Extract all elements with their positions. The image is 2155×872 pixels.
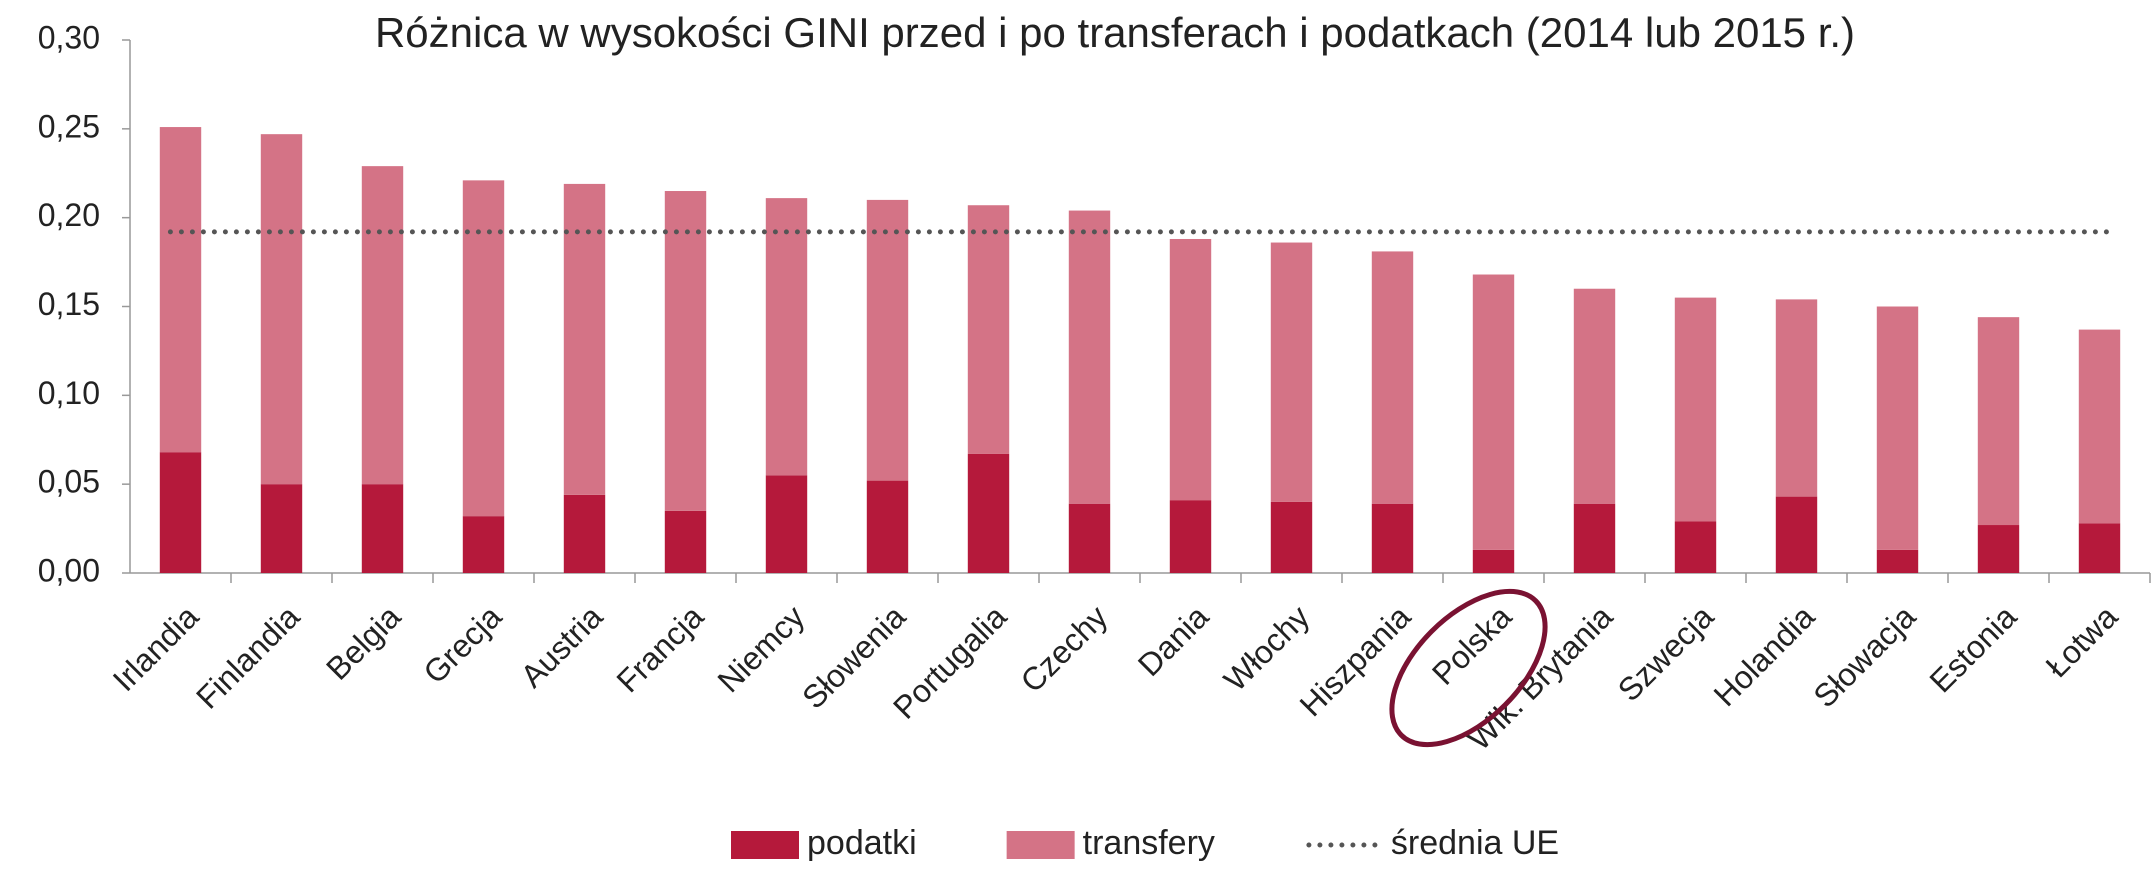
bar-segment	[664, 510, 707, 573]
y-tick-label: 0,10	[38, 375, 100, 411]
bar-segment	[462, 180, 505, 517]
bar-segment	[260, 134, 303, 485]
bar-segment	[1573, 503, 1616, 573]
x-tick-label: Niemcy	[711, 598, 812, 699]
bar-segment	[1371, 503, 1414, 573]
x-tick-label: Szwecja	[1611, 598, 1721, 708]
x-tick-label: Łotwa	[2039, 598, 2125, 684]
bar-segment	[1169, 500, 1212, 573]
bar-segment	[1472, 549, 1515, 573]
x-tick-label: Polska	[1425, 598, 1519, 692]
bar-segment	[1775, 496, 1818, 573]
legend: podatki transfery średnia UE	[731, 824, 1559, 862]
bar-segment	[563, 494, 606, 573]
bar-segment	[1371, 251, 1414, 504]
bar-segment	[1472, 274, 1515, 550]
y-tick-label: 0,00	[38, 552, 100, 588]
x-tick-label: Holandia	[1707, 598, 1822, 713]
x-tick-label: Francja	[610, 598, 711, 699]
bar-segment	[866, 199, 909, 481]
x-tick-label: Słowacja	[1806, 598, 1922, 714]
bar-segment	[2078, 329, 2121, 524]
bar-segment	[967, 453, 1010, 573]
x-tick-label: Dania	[1131, 598, 1216, 683]
bar-segment	[1674, 521, 1717, 573]
legend-swatch	[731, 831, 799, 859]
bar-segment	[967, 205, 1010, 454]
bar-segment	[1270, 501, 1313, 573]
bar-segment	[361, 484, 404, 573]
x-tick-label: Włochy	[1217, 598, 1317, 698]
x-tick-label: Hiszpania	[1293, 598, 1418, 723]
bar-segment	[563, 183, 606, 495]
bar-segment	[866, 480, 909, 573]
highlight-circle	[1389, 588, 1548, 748]
legend-swatch	[1006, 831, 1075, 859]
bar-segment	[1775, 299, 1818, 497]
bar-segment	[664, 191, 707, 511]
x-tick-label: Finlandia	[189, 598, 306, 715]
bar-segment	[1977, 525, 2020, 573]
bar-segment	[159, 127, 202, 453]
y-tick-label: 0,30	[38, 19, 100, 55]
bar-segment	[1068, 210, 1111, 504]
legend-label: średnia UE	[1391, 824, 1559, 862]
bar-segment	[462, 516, 505, 573]
y-tick-label: 0,20	[38, 197, 100, 233]
bar-segment	[1068, 503, 1111, 573]
bar-segment	[361, 166, 404, 485]
bar-segment	[260, 484, 303, 573]
bar-segment	[1876, 306, 1919, 550]
chart-title: Różnica w wysokości GINI przed i po tran…	[375, 9, 1855, 56]
bar-segment	[1573, 288, 1616, 504]
bar-segment	[2078, 523, 2121, 573]
x-tick-label: Grecja	[416, 598, 508, 690]
y-tick-label: 0,05	[38, 464, 100, 500]
bar-segment	[1876, 549, 1919, 573]
x-tick-label: Austria	[514, 598, 610, 694]
x-tick-label: Estonia	[1922, 598, 2023, 699]
y-tick-label: 0,15	[38, 286, 100, 322]
legend-label: podatki	[807, 824, 917, 862]
x-tick-label: Belgia	[319, 598, 407, 686]
bar-segment	[1674, 297, 1717, 522]
bar-segment	[1169, 238, 1212, 501]
bar-segment	[1977, 317, 2020, 526]
bar-segment	[765, 198, 808, 476]
bar-segment	[765, 475, 808, 573]
y-tick-label: 0,25	[38, 108, 100, 144]
legend-label: transfery	[1083, 824, 1215, 862]
bar-segment	[1270, 242, 1313, 502]
bar-segment	[159, 452, 202, 573]
x-tick-label: Irlandia	[106, 598, 206, 698]
x-tick-label: Czechy	[1014, 598, 1115, 699]
